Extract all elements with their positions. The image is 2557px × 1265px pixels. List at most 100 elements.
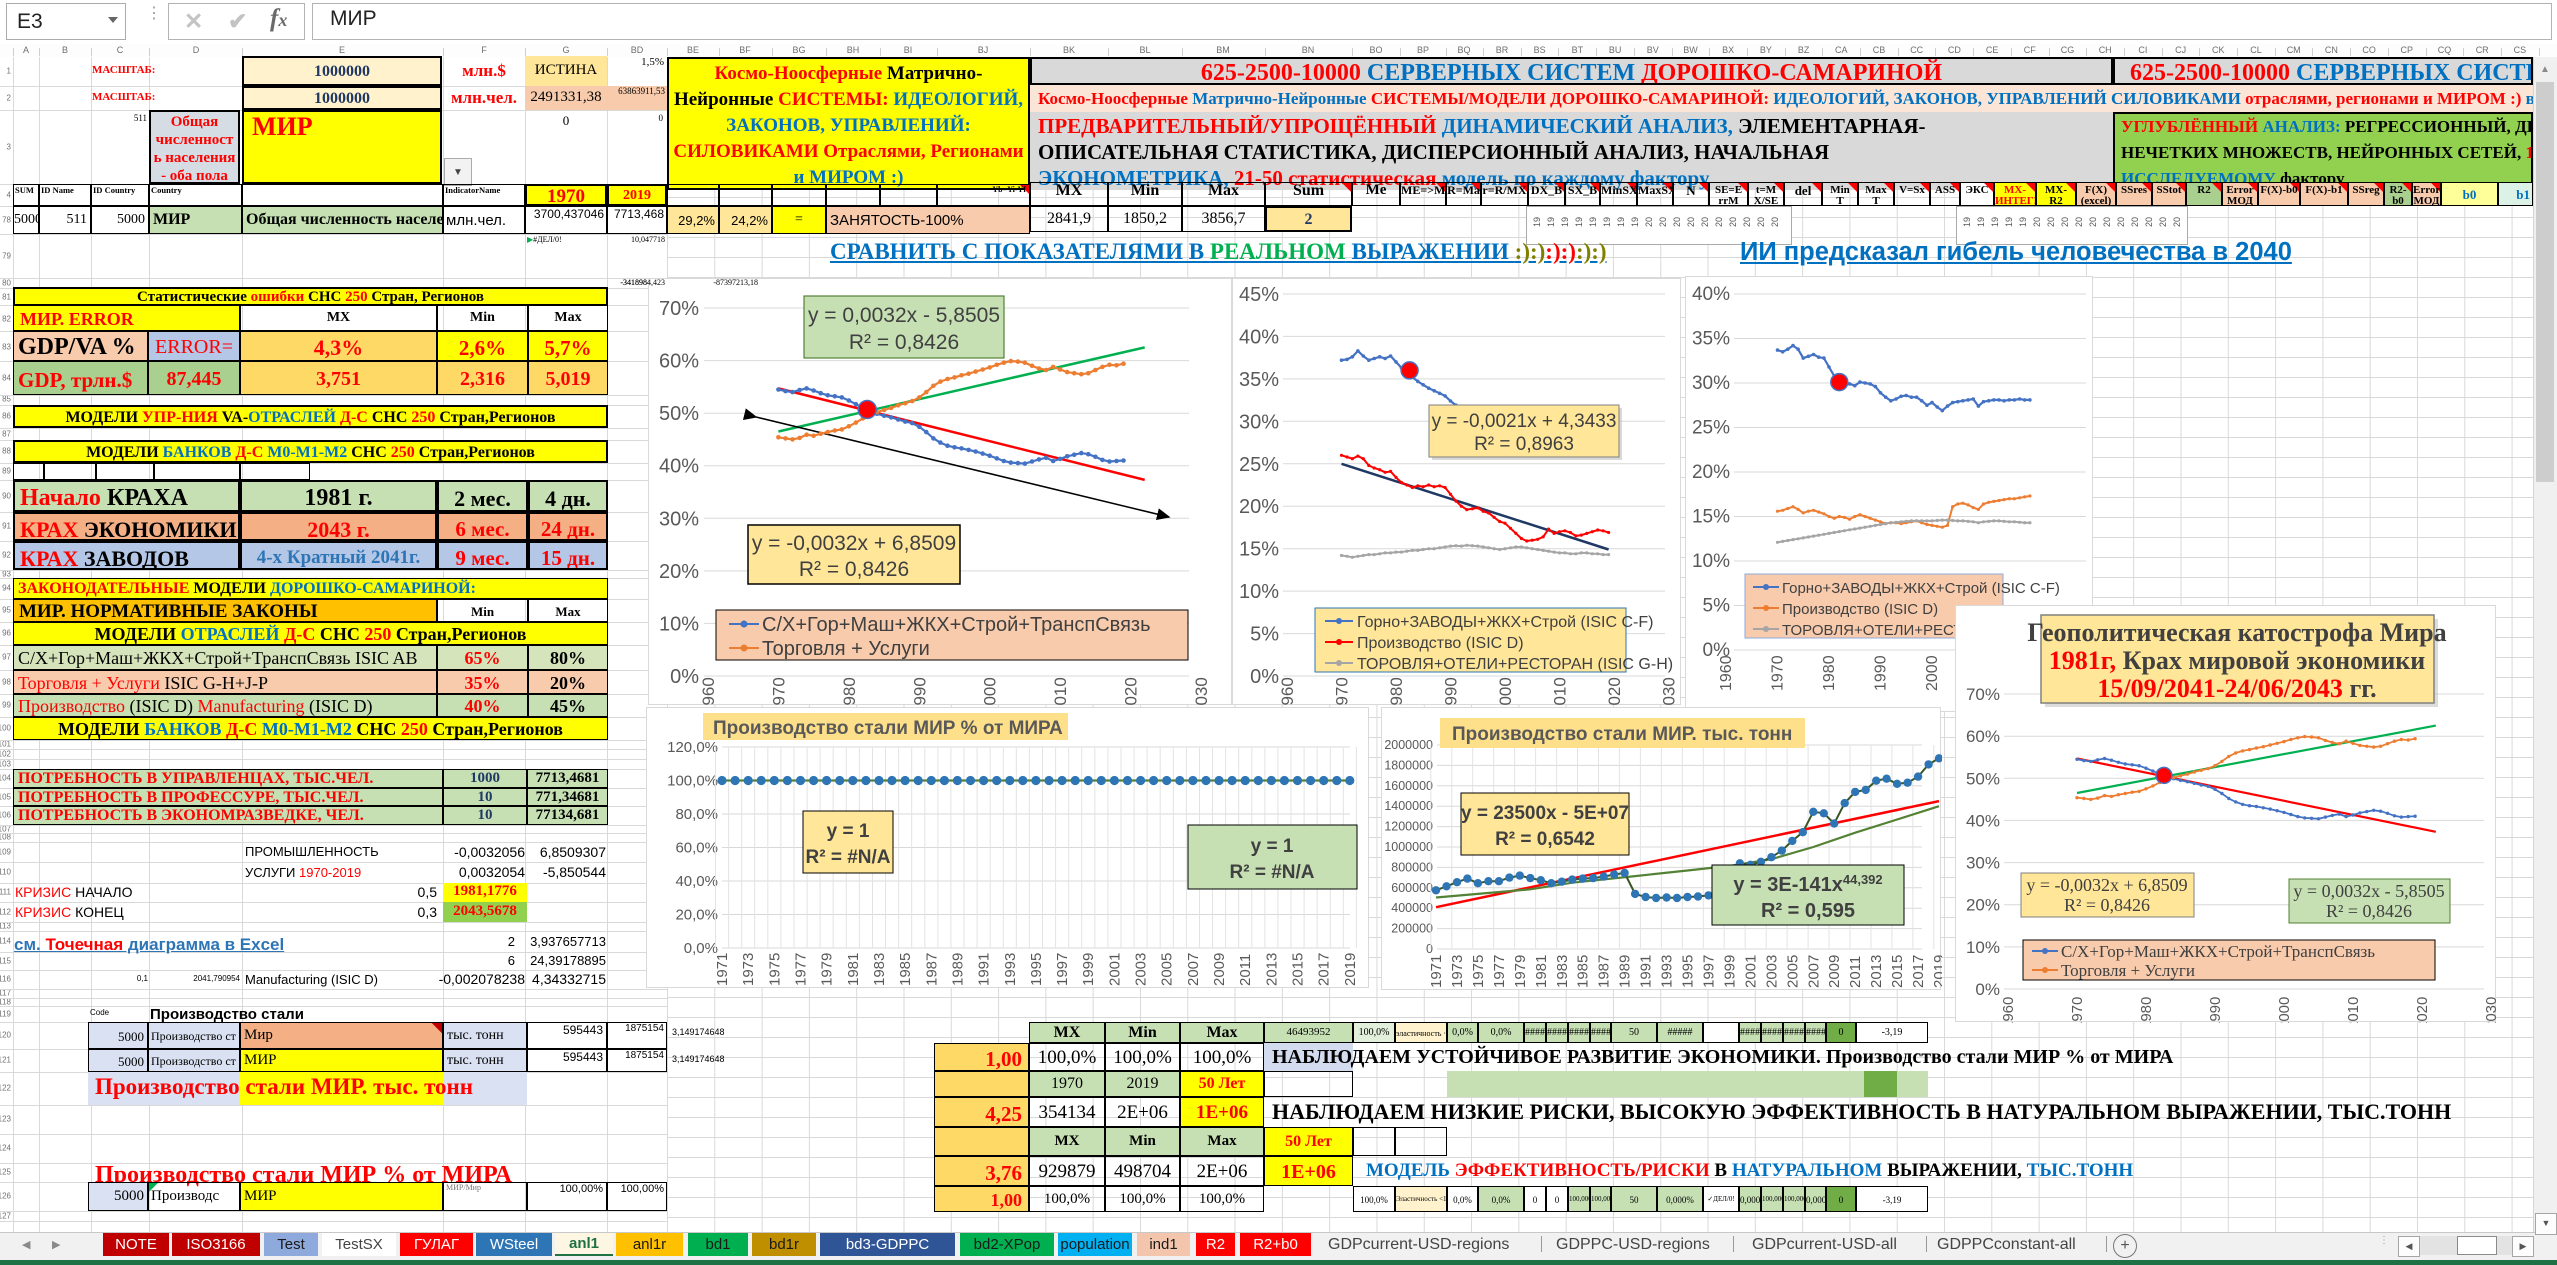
svg-text:2000: 2000 (2276, 997, 2293, 1023)
svg-text:y = 0,0032x - 5,8505: y = 0,0032x - 5,8505 (2293, 881, 2444, 901)
svg-text:10%: 10% (1692, 551, 1730, 572)
svg-text:Производство (ISIC D): Производство (ISIC D) (1357, 635, 1524, 652)
svg-text:1990: 1990 (2207, 997, 2224, 1023)
svg-text:Производство стали МИР. тыс.: Производство стали МИР. тыс. тонн (1452, 724, 1792, 745)
svg-text:y = -0,0032x + 6,8509: y = -0,0032x + 6,8509 (752, 532, 956, 555)
svg-text:40%: 40% (1966, 811, 2000, 830)
svg-text:1973: 1973 (740, 953, 757, 986)
svg-text:1997: 1997 (1701, 955, 1718, 988)
svg-text:2015: 2015 (1889, 955, 1906, 988)
svg-text:1977: 1977 (1491, 955, 1508, 988)
svg-text:800000: 800000 (1391, 860, 1433, 874)
svg-text:10%: 10% (1966, 938, 2000, 957)
svg-text:1977: 1977 (793, 953, 810, 986)
svg-text:1991: 1991 (976, 953, 993, 986)
svg-text:R² = 0,8426: R² = 0,8426 (849, 331, 959, 354)
svg-text:0: 0 (1426, 942, 1433, 956)
svg-text:10%: 10% (659, 613, 699, 635)
svg-text:1983: 1983 (871, 953, 888, 986)
svg-text:40%: 40% (1692, 284, 1730, 305)
svg-text:1200000: 1200000 (1384, 820, 1433, 834)
svg-text:2010: 2010 (2345, 997, 2362, 1023)
svg-text:ТОРОВЛЯ+ОТЕЛИ+РЕСТОРАН (ISIC G: ТОРОВЛЯ+ОТЕЛИ+РЕСТОРАН (ISIC G-H) (1357, 656, 1673, 673)
svg-text:С/Х+Гор+Маш+ЖКХ+Строй+ТранспСв: С/Х+Гор+Маш+ЖКХ+Строй+ТранспСвязь (762, 614, 1151, 636)
svg-text:2017: 2017 (1910, 955, 1927, 988)
svg-text:1970: 1970 (1333, 677, 1352, 706)
svg-text:2020: 2020 (2414, 997, 2431, 1023)
svg-text:y = -0,0021x + 4,3433: y = -0,0021x + 4,3433 (1432, 411, 1617, 432)
svg-text:1990: 1990 (1873, 655, 1890, 691)
svg-text:1980: 1980 (2138, 997, 2155, 1023)
svg-text:1971: 1971 (714, 953, 731, 986)
svg-text:1970: 1970 (1770, 655, 1787, 691)
svg-text:2011: 2011 (1847, 956, 1864, 988)
svg-text:2010: 2010 (1051, 677, 1070, 706)
svg-text:30%: 30% (1966, 854, 2000, 873)
svg-text:200000: 200000 (1391, 922, 1433, 936)
svg-text:1000000: 1000000 (1384, 840, 1433, 854)
svg-text:20%: 20% (659, 561, 699, 583)
svg-text:15%: 15% (1692, 507, 1730, 528)
svg-text:2007: 2007 (1805, 955, 1822, 988)
svg-text:2003: 2003 (1133, 953, 1150, 986)
svg-text:Торговля + Услуги: Торговля + Услуги (2061, 961, 2195, 980)
svg-text:2009: 2009 (1826, 955, 1843, 988)
svg-text:1970: 1970 (769, 677, 788, 706)
svg-text:30%: 30% (659, 508, 699, 530)
svg-text:2030: 2030 (2483, 997, 2497, 1023)
svg-text:15/09/2041-24/06/2043 гг.: 15/09/2041-24/06/2043 гг. (2097, 674, 2376, 703)
svg-text:R² = #N/A: R² = #N/A (1230, 862, 1315, 883)
svg-text:600000: 600000 (1391, 881, 1433, 895)
svg-text:Горно+ЗАВОДЫ+ЖКХ+Строй (ISIC C: Горно+ЗАВОДЫ+ЖКХ+Строй (ISIC C-F) (1782, 580, 2060, 597)
svg-text:40%: 40% (1239, 326, 1279, 348)
svg-text:y = 23500x - 5E+07: y = 23500x - 5E+07 (1461, 803, 1629, 824)
svg-text:2001: 2001 (1106, 953, 1123, 986)
svg-text:15%: 15% (1239, 539, 1279, 561)
svg-text:2019: 2019 (1931, 955, 1942, 988)
svg-text:20%: 20% (1239, 496, 1279, 518)
svg-text:1981: 1981 (1533, 955, 1550, 988)
svg-text:1981: 1981 (845, 953, 862, 986)
svg-text:1993: 1993 (1002, 953, 1019, 986)
svg-text:1800000: 1800000 (1384, 758, 1433, 772)
svg-text:2013: 2013 (1263, 953, 1280, 986)
svg-text:400000: 400000 (1391, 901, 1433, 915)
svg-text:y = 0,0032x - 5,8505: y = 0,0032x - 5,8505 (808, 304, 1000, 327)
svg-text:1979: 1979 (1512, 955, 1529, 988)
svg-text:50%: 50% (1966, 769, 2000, 788)
svg-text:1980: 1980 (1821, 655, 1838, 691)
svg-text:0%: 0% (1250, 666, 1279, 688)
svg-text:2010: 2010 (1551, 677, 1570, 706)
svg-text:1960: 1960 (699, 677, 718, 706)
svg-text:1981г, Крах мировой экономики: 1981г, Крах мировой экономики (2049, 646, 2426, 675)
svg-text:5%: 5% (1250, 624, 1279, 646)
svg-text:2000: 2000 (981, 677, 1000, 706)
svg-text:2020: 2020 (1122, 677, 1141, 706)
svg-text:1995: 1995 (1680, 955, 1697, 988)
svg-text:1960: 1960 (2000, 997, 2017, 1023)
svg-text:1987: 1987 (923, 953, 940, 986)
svg-text:20%: 20% (1966, 896, 2000, 915)
svg-text:2030: 2030 (1660, 677, 1679, 706)
svg-text:С/Х+Гор+Маш+ЖКХ+Строй+ТранспСв: С/Х+Гор+Маш+ЖКХ+Строй+ТранспСвязь (2061, 942, 2375, 961)
svg-text:y = 1: y = 1 (827, 821, 870, 842)
svg-text:1980: 1980 (1387, 677, 1406, 706)
svg-text:2013: 2013 (1868, 955, 1885, 988)
svg-text:1990: 1990 (910, 677, 929, 706)
svg-text:35%: 35% (1692, 329, 1730, 350)
svg-text:1999: 1999 (1721, 955, 1738, 988)
svg-text:0%: 0% (1703, 640, 1731, 661)
svg-text:1979: 1979 (819, 953, 836, 986)
svg-text:2000000: 2000000 (1384, 738, 1433, 752)
svg-text:120,0%: 120,0% (667, 739, 718, 756)
svg-text:1975: 1975 (766, 953, 783, 986)
svg-text:2003: 2003 (1763, 955, 1780, 988)
svg-text:y = -0,0032x + 6,8509: y = -0,0032x + 6,8509 (2026, 875, 2187, 895)
svg-text:60,0%: 60,0% (675, 840, 718, 857)
svg-text:35%: 35% (1239, 369, 1279, 391)
svg-text:60%: 60% (659, 351, 699, 373)
svg-text:0,0%: 0,0% (684, 940, 718, 957)
svg-text:R² = 0,8426: R² = 0,8426 (799, 558, 909, 581)
svg-text:R² = #N/A: R² = #N/A (806, 847, 891, 868)
svg-text:70%: 70% (659, 298, 699, 320)
